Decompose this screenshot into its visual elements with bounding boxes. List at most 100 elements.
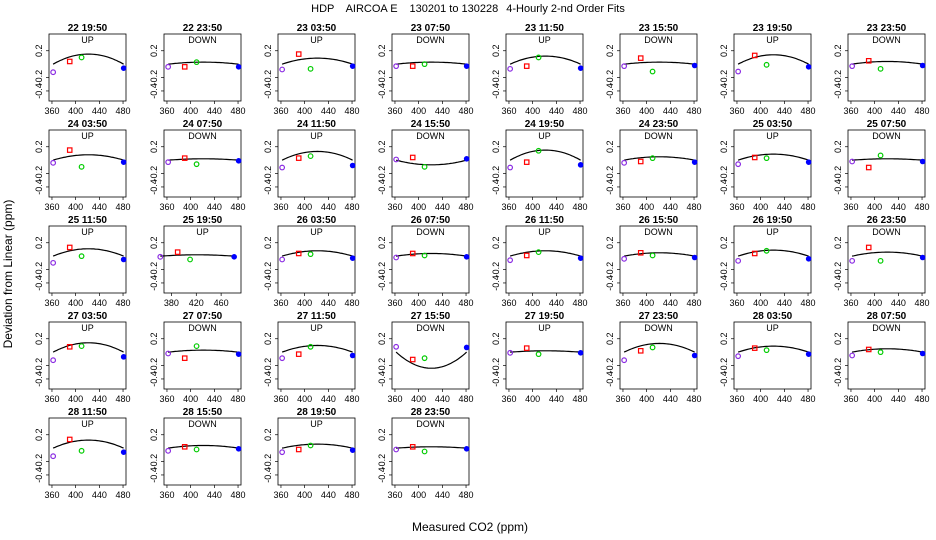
y-tick-label: 0.2: [149, 236, 159, 249]
x-tick-label: 480: [915, 202, 930, 212]
y-tick-label: -0.2: [605, 166, 615, 182]
x-tick-label: 440: [549, 298, 564, 308]
y-tick-label: -0.2: [263, 166, 273, 182]
x-tick-label: 360: [615, 394, 630, 404]
x-tick-label: 440: [321, 490, 336, 500]
panel-mode: UP: [766, 323, 779, 333]
x-tick-label: 360: [843, 202, 858, 212]
x-tick-label: 360: [501, 298, 516, 308]
y-tick-label: 0.2: [263, 428, 273, 441]
x-tick-label: 360: [44, 490, 59, 500]
panel-mode: UP: [310, 227, 323, 237]
x-tick-label: 360: [273, 490, 288, 500]
x-tick-label: 360: [273, 394, 288, 404]
y-tick-label: 0.2: [833, 332, 843, 345]
x-tick-label: 420: [189, 298, 204, 308]
data-point: [507, 164, 514, 171]
fit-curve: [396, 446, 467, 449]
x-tick-label: 400: [867, 106, 882, 116]
x-tick-label: 480: [687, 202, 702, 212]
fit-curve: [395, 159, 467, 166]
x-tick-label: 400: [183, 106, 198, 116]
y-tick-label: -0.4: [263, 371, 273, 387]
data-point: [120, 65, 127, 71]
data-point: [523, 159, 530, 165]
data-point: [66, 244, 73, 251]
data-point: [865, 346, 872, 353]
y-tick-label: -0.2: [377, 358, 387, 374]
y-tick-label: -0.2: [491, 166, 501, 182]
fit-curve: [282, 443, 353, 449]
y-tick-label: 0.2: [34, 140, 44, 153]
x-tick-label: 360: [387, 490, 402, 500]
data-point: [523, 252, 530, 259]
x-tick-label: 480: [687, 106, 702, 116]
y-tick-label: -0.4: [719, 179, 729, 195]
x-tick-label: 360: [729, 202, 744, 212]
panel-title: 27 19:50: [525, 311, 565, 322]
data-point: [621, 63, 628, 70]
y-tick-label: 0.2: [34, 428, 44, 441]
panel-mode: UP: [81, 131, 94, 141]
x-tick-label: 360: [44, 394, 59, 404]
x-tick-label: 360: [273, 202, 288, 212]
y-tick-label: -0.2: [377, 70, 387, 86]
y-tick-label: -0.4: [719, 275, 729, 291]
y-tick-label: -0.4: [719, 83, 729, 99]
data-point: [181, 355, 188, 361]
y-tick-label: -0.4: [833, 179, 843, 195]
data-point: [193, 161, 200, 168]
fit-curve: [160, 254, 235, 257]
x-tick-label: 400: [411, 298, 426, 308]
data-point: [409, 154, 416, 161]
x-tick-label: 400: [525, 106, 540, 116]
y-tick-label: -0.2: [149, 454, 159, 470]
panel-mode: DOWN: [644, 131, 673, 141]
data-point: [50, 259, 57, 266]
y-tick-label: -0.2: [719, 262, 729, 278]
y-tick-label: 0.2: [149, 428, 159, 441]
data-point: [865, 57, 872, 64]
y-tick-label: -0.4: [833, 275, 843, 291]
data-point: [307, 251, 314, 258]
y-tick-label: -0.4: [719, 371, 729, 387]
x-tick-label: 440: [777, 106, 792, 116]
x-tick-label: 400: [411, 490, 426, 500]
title-fit: 4-Hourly 2-nd Order Fits: [506, 3, 625, 15]
panel-frame: [391, 417, 470, 486]
data-point: [649, 68, 656, 75]
panel-title: 25 07:50: [867, 119, 907, 130]
x-tick-label: 440: [321, 202, 336, 212]
panel-title: 26 19:50: [753, 215, 793, 226]
panel-mode: DOWN: [416, 419, 445, 429]
x-tick-label: 440: [435, 106, 450, 116]
data-point: [50, 453, 57, 460]
data-point: [649, 344, 656, 351]
panel-title: 27 11:50: [297, 311, 336, 322]
panel-frame: [505, 321, 584, 390]
data-point: [805, 256, 812, 262]
panel-mode: DOWN: [644, 35, 673, 45]
x-tick-label: 440: [92, 394, 107, 404]
x-tick-label: 400: [639, 394, 654, 404]
y-tick-label: -0.2: [377, 262, 387, 278]
y-tick-label: 0.2: [34, 236, 44, 249]
panel-mode: UP: [81, 35, 94, 45]
panel-title: 26 11:50: [525, 215, 564, 226]
fit-curve: [395, 351, 468, 369]
x-tick-label: 400: [297, 298, 312, 308]
fit-curve: [168, 349, 239, 353]
panel-title: 27 07:50: [183, 311, 223, 322]
y-tick-label: -0.2: [149, 358, 159, 374]
y-tick-label: -0.2: [719, 166, 729, 182]
data-point: [349, 352, 356, 359]
x-tick-label: 440: [663, 202, 678, 212]
y-tick-label: -0.4: [149, 371, 159, 387]
fit-curve: [737, 153, 809, 161]
